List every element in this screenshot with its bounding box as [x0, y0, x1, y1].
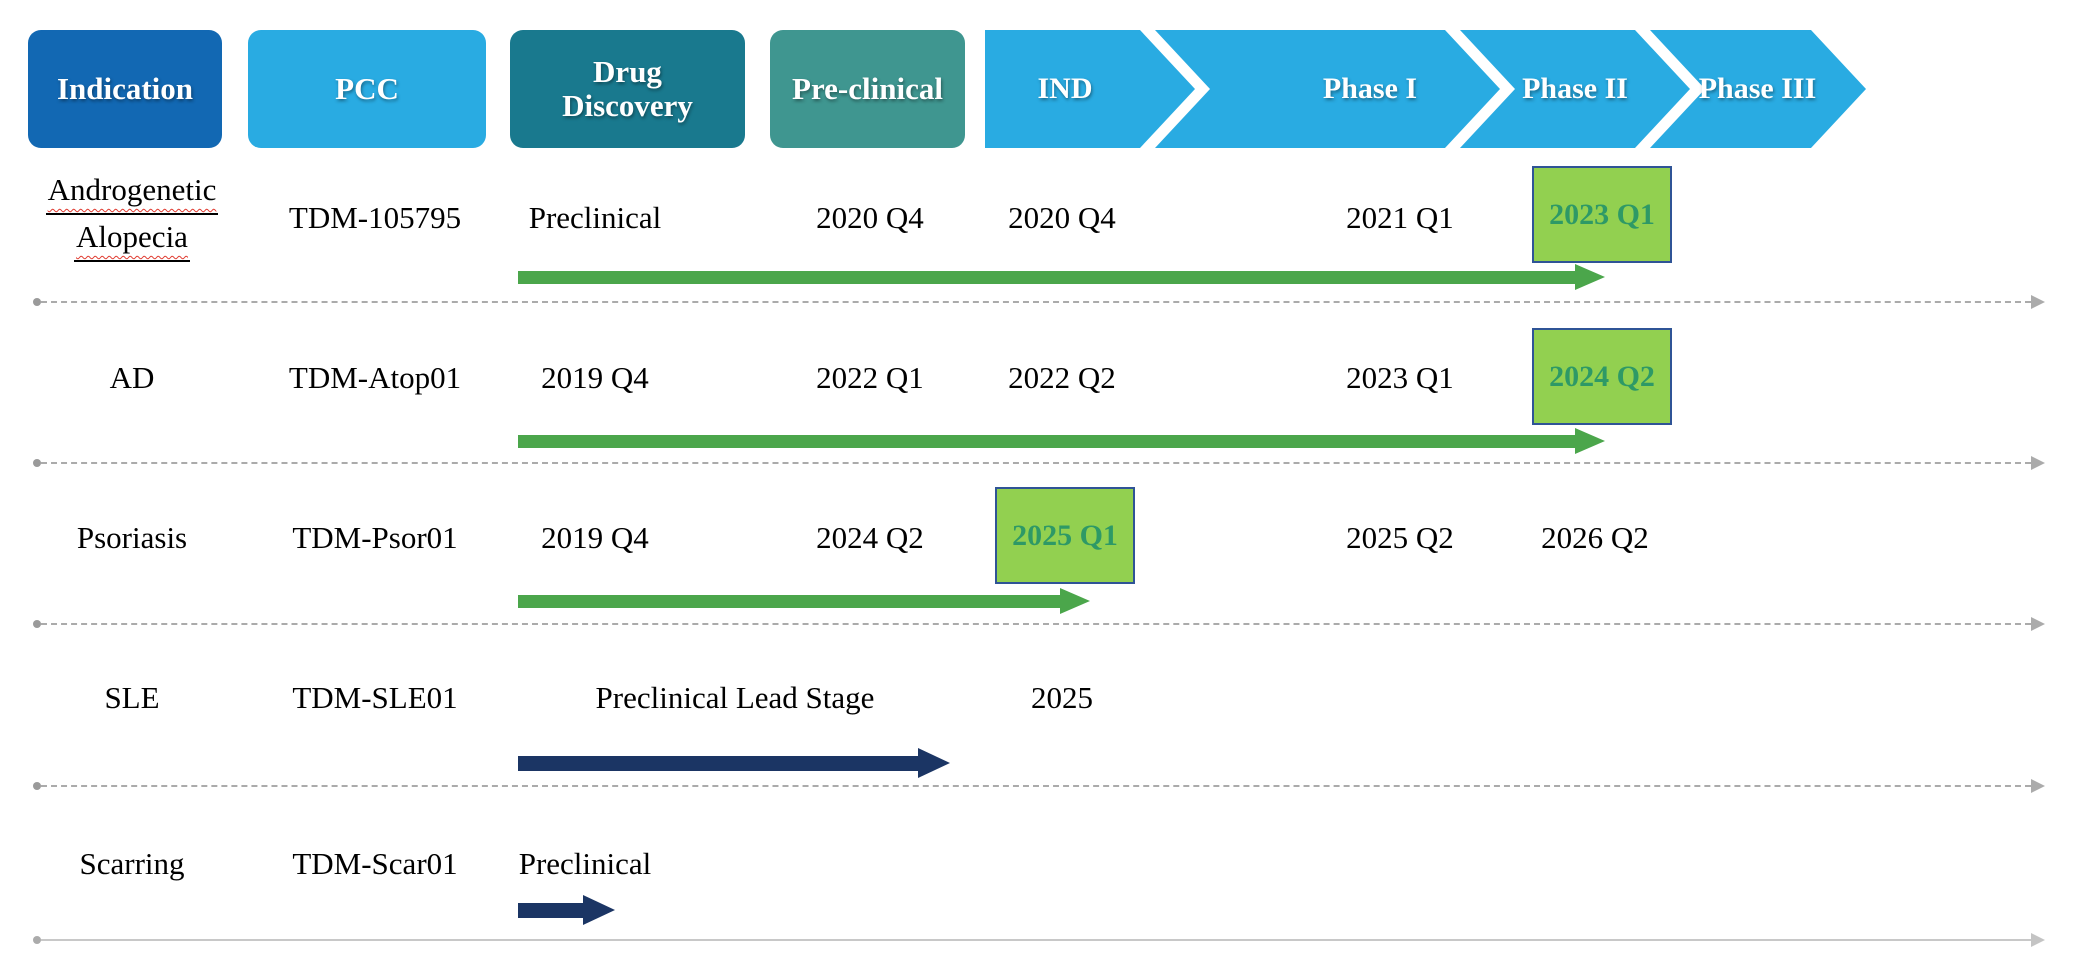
header-drug-discovery: Drug Discovery — [510, 30, 745, 148]
row-pcc: TDM-SLE01 — [292, 680, 458, 715]
arrow-head — [583, 895, 615, 925]
row-phase-i-value: 2023 Q1 — [1346, 360, 1454, 395]
header-pre-clinical: Pre-clinical — [770, 30, 965, 148]
progress-arrow-green — [518, 588, 1090, 614]
row-separator — [33, 295, 2045, 309]
row-phase-i-value: 2025 Q2 — [1346, 520, 1454, 555]
separator-dot — [33, 936, 41, 944]
header-drug-discovery-label: Drug Discovery — [562, 53, 693, 123]
header-indication: Indication — [28, 30, 222, 148]
separator-arrow-icon — [2031, 456, 2045, 470]
chevron-ind — [985, 30, 1195, 148]
header-indication-label: Indication — [56, 70, 194, 106]
row-pre-clinical-value: 2024 Q2 — [816, 520, 924, 555]
row-pre-clinical-value: 2022 Q1 — [816, 360, 924, 395]
row-indication: Scarring — [79, 846, 185, 881]
row-stage-value: Preclinical Lead Stage — [595, 680, 875, 715]
chevron-phase-1 — [1155, 30, 1500, 148]
row-indication: AD — [109, 360, 155, 395]
row-ind-value: 2022 Q2 — [1008, 360, 1116, 395]
indication-text: Androgenetic — [45, 168, 219, 215]
milestone-box: 2025 Q1 — [995, 487, 1135, 584]
row-phase-ii-value: 2026 Q2 — [1541, 520, 1649, 555]
row-phase-i-value: 2021 Q1 — [1346, 200, 1454, 235]
separator-arrow-icon — [2031, 933, 2045, 947]
phase-label-phase-1: Phase I — [1322, 72, 1418, 105]
indication-text: Alopecia — [74, 215, 190, 262]
row-ind-value: 2020 Q4 — [1008, 200, 1116, 235]
progress-arrow-green — [518, 428, 1605, 454]
arrow-head — [918, 748, 950, 778]
row-separator — [33, 456, 2045, 470]
row-indication: Androgenetic Alopecia — [12, 168, 252, 262]
row-indication: SLE — [104, 680, 160, 715]
phase-label-phase-2: Phase II — [1522, 72, 1628, 105]
separator-dot — [33, 620, 41, 628]
separator-arrow-icon — [2031, 295, 2045, 309]
chevron-phase-3 — [1650, 30, 1866, 148]
separator-dot — [33, 459, 41, 467]
row-pcc: TDM-105795 — [288, 200, 462, 235]
arrow-head — [1575, 428, 1605, 454]
row-pcc: TDM-Psor01 — [292, 520, 458, 555]
row-drug-discovery-value: 2019 Q4 — [541, 360, 649, 395]
phase-label-phase-3: Phase III — [1698, 72, 1817, 105]
row-pcc: TDM-Atop01 — [288, 360, 462, 395]
row-pre-clinical-value: 2020 Q4 — [816, 200, 924, 235]
milestone-box: 2024 Q2 — [1532, 328, 1672, 425]
progress-arrow-navy — [518, 895, 615, 925]
arrow-head — [1060, 588, 1090, 614]
separator-arrow-icon — [2031, 617, 2045, 631]
phase-label-ind: IND — [1037, 72, 1093, 105]
header-pcc-label: PCC — [335, 70, 399, 106]
row-drug-discovery-value: Preclinical — [528, 200, 662, 235]
separator-dot — [33, 298, 41, 306]
separator-dot — [33, 782, 41, 790]
row-drug-discovery-value: 2019 Q4 — [541, 520, 649, 555]
progress-arrow-green — [518, 264, 1605, 290]
chevron-phase-2 — [1460, 30, 1690, 148]
progress-arrow-navy — [518, 748, 950, 778]
row-pcc: TDM-Scar01 — [292, 846, 458, 881]
phase-chevron-band — [985, 30, 1866, 148]
row-indication: Psoriasis — [76, 520, 188, 555]
row-separator — [33, 617, 2045, 631]
arrow-head — [1575, 264, 1605, 290]
header-pcc: PCC — [248, 30, 486, 148]
row-ind-value: 2025 — [1031, 680, 1093, 715]
separator-arrow-icon — [2031, 779, 2045, 793]
bottom-axis-line — [33, 933, 2045, 947]
row-stage-value: Preclinical — [518, 846, 652, 881]
header-pre-clinical-label: Pre-clinical — [792, 70, 943, 106]
row-separator — [33, 779, 2045, 793]
milestone-box: 2023 Q1 — [1532, 166, 1672, 263]
